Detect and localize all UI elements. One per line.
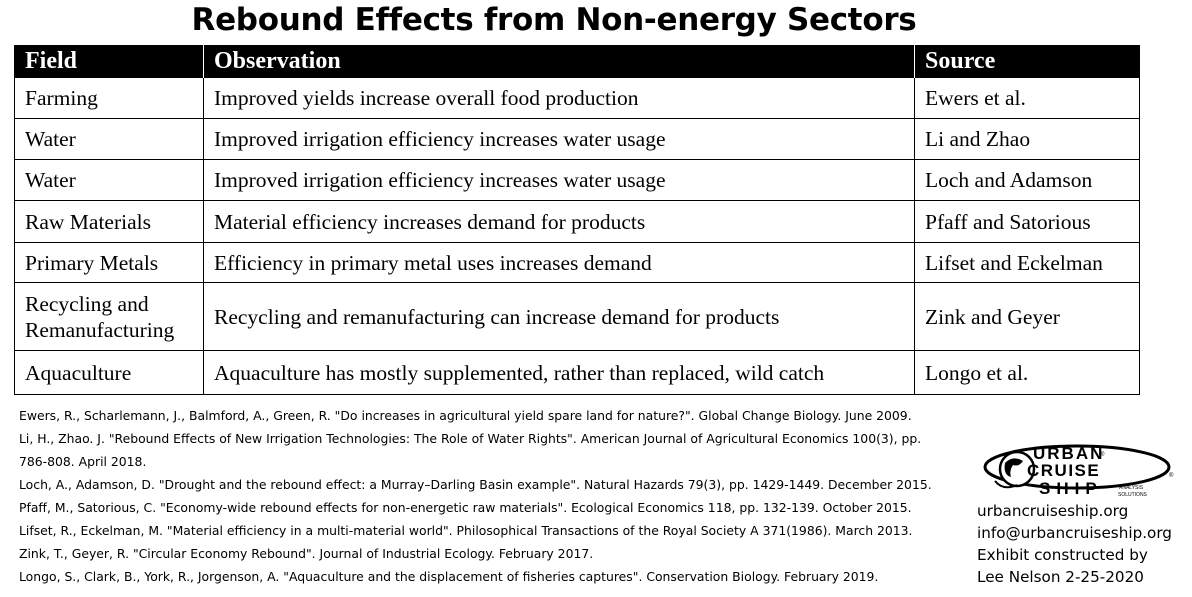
cell-source: Pfaff and Satorious — [914, 200, 1140, 243]
cell-source: Li and Zhao — [914, 118, 1140, 160]
registered-mark-icon: ® — [1169, 472, 1174, 479]
logo-ring — [983, 444, 1171, 490]
logo-text-urban: URBAN — [1033, 444, 1104, 463]
cell-source: Zink and Geyer — [914, 282, 1140, 351]
reference-item: Pfaff, M., Satorious, C. "Economy-wide r… — [19, 500, 912, 515]
logo-tagline-analysis: ANALYSIS — [1119, 485, 1144, 491]
cell-field: Water — [14, 159, 204, 201]
cell-observation: Improved irrigation efficiency increases… — [203, 159, 915, 201]
cell-observation: Improved yields increase overall food pr… — [203, 77, 915, 119]
cell-observation: Aquaculture has mostly supplemented, rat… — [203, 350, 915, 395]
column-header-source: Source — [914, 45, 1140, 78]
cell-observation: Improved irrigation efficiency increases… — [203, 118, 915, 160]
cell-source: Ewers et al. — [914, 77, 1140, 119]
cell-source: Longo et al. — [914, 350, 1140, 395]
table-row: Recycling and Remanufacturing Recycling … — [14, 282, 1140, 351]
cell-field: Recycling and Remanufacturing — [14, 282, 204, 351]
credit-author-date: Lee Nelson 2-25-2020 — [977, 568, 1144, 586]
globe-swoosh — [994, 480, 1018, 489]
column-header-field: Field — [14, 45, 204, 78]
column-header-observation: Observation — [203, 45, 915, 78]
urban-cruise-ship-logo: URBAN CRUISE SHIP ANALYSIS SOLUTIONS ® ® — [983, 444, 1174, 498]
cell-field: Aquaculture — [14, 350, 204, 395]
reference-item: Ewers, R., Scharlemann, J., Balmford, A.… — [19, 408, 912, 423]
logo-text-cruise: CRUISE — [1027, 461, 1100, 480]
cell-field: Farming — [14, 77, 204, 119]
table-row: Water Improved irrigation efficiency inc… — [14, 118, 1140, 160]
table-row: Raw Materials Material efficiency increa… — [14, 200, 1140, 243]
email-link[interactable]: info@urbancruiseship.org — [977, 524, 1172, 542]
cell-source: Loch and Adamson — [914, 159, 1140, 201]
website-link[interactable]: urbancruiseship.org — [977, 502, 1129, 520]
cell-field: Primary Metals — [14, 242, 204, 283]
references-list: Ewers, R., Scharlemann, J., Balmford, A.… — [19, 404, 979, 588]
table-row: Aquaculture Aquaculture has mostly suppl… — [14, 350, 1140, 395]
table-row: Water Improved irrigation efficiency inc… — [14, 159, 1140, 201]
page-title: Rebound Effects from Non-energy Sectors — [191, 2, 917, 38]
rebound-effects-table: Field Observation Source Farming Improve… — [14, 45, 1140, 395]
cell-source: Lifset and Eckelman — [914, 242, 1140, 283]
table-row: Primary Metals Efficiency in primary met… — [14, 242, 1140, 283]
reference-item: Li, H., Zhao. J. "Rebound Effects of New… — [19, 431, 922, 446]
globe-land-shape — [1004, 458, 1023, 477]
cell-observation: Efficiency in primary metal uses increas… — [203, 242, 915, 283]
table-header-row: Field Observation Source — [14, 45, 1140, 78]
reference-item: Longo, S., Clark, B., York, R., Jorgenso… — [19, 569, 879, 584]
registered-mark-icon: ® — [1100, 451, 1105, 458]
logo-tagline-solutions: SOLUTIONS — [1118, 492, 1148, 498]
cell-observation: Material efficiency increases demand for… — [203, 200, 915, 243]
contact-block: urbancruiseship.org info@urbancruiseship… — [977, 500, 1191, 588]
cell-field: Water — [14, 118, 204, 160]
reference-item: Zink, T., Geyer, R. "Circular Economy Re… — [19, 546, 594, 561]
reference-item: Loch, A., Adamson, D. "Drought and the r… — [19, 477, 932, 492]
cell-field: Raw Materials — [14, 200, 204, 243]
logo-text-ship: SHIP — [1039, 479, 1103, 498]
cell-observation: Recycling and remanufacturing can increa… — [203, 282, 915, 351]
reference-item: Lifset, R., Eckelman, M. "Material effic… — [19, 523, 913, 538]
credit-line: Exhibit constructed by — [977, 546, 1148, 564]
table-row: Farming Improved yields increase overall… — [14, 77, 1140, 119]
reference-item: 786-808. April 2018. — [19, 454, 147, 469]
